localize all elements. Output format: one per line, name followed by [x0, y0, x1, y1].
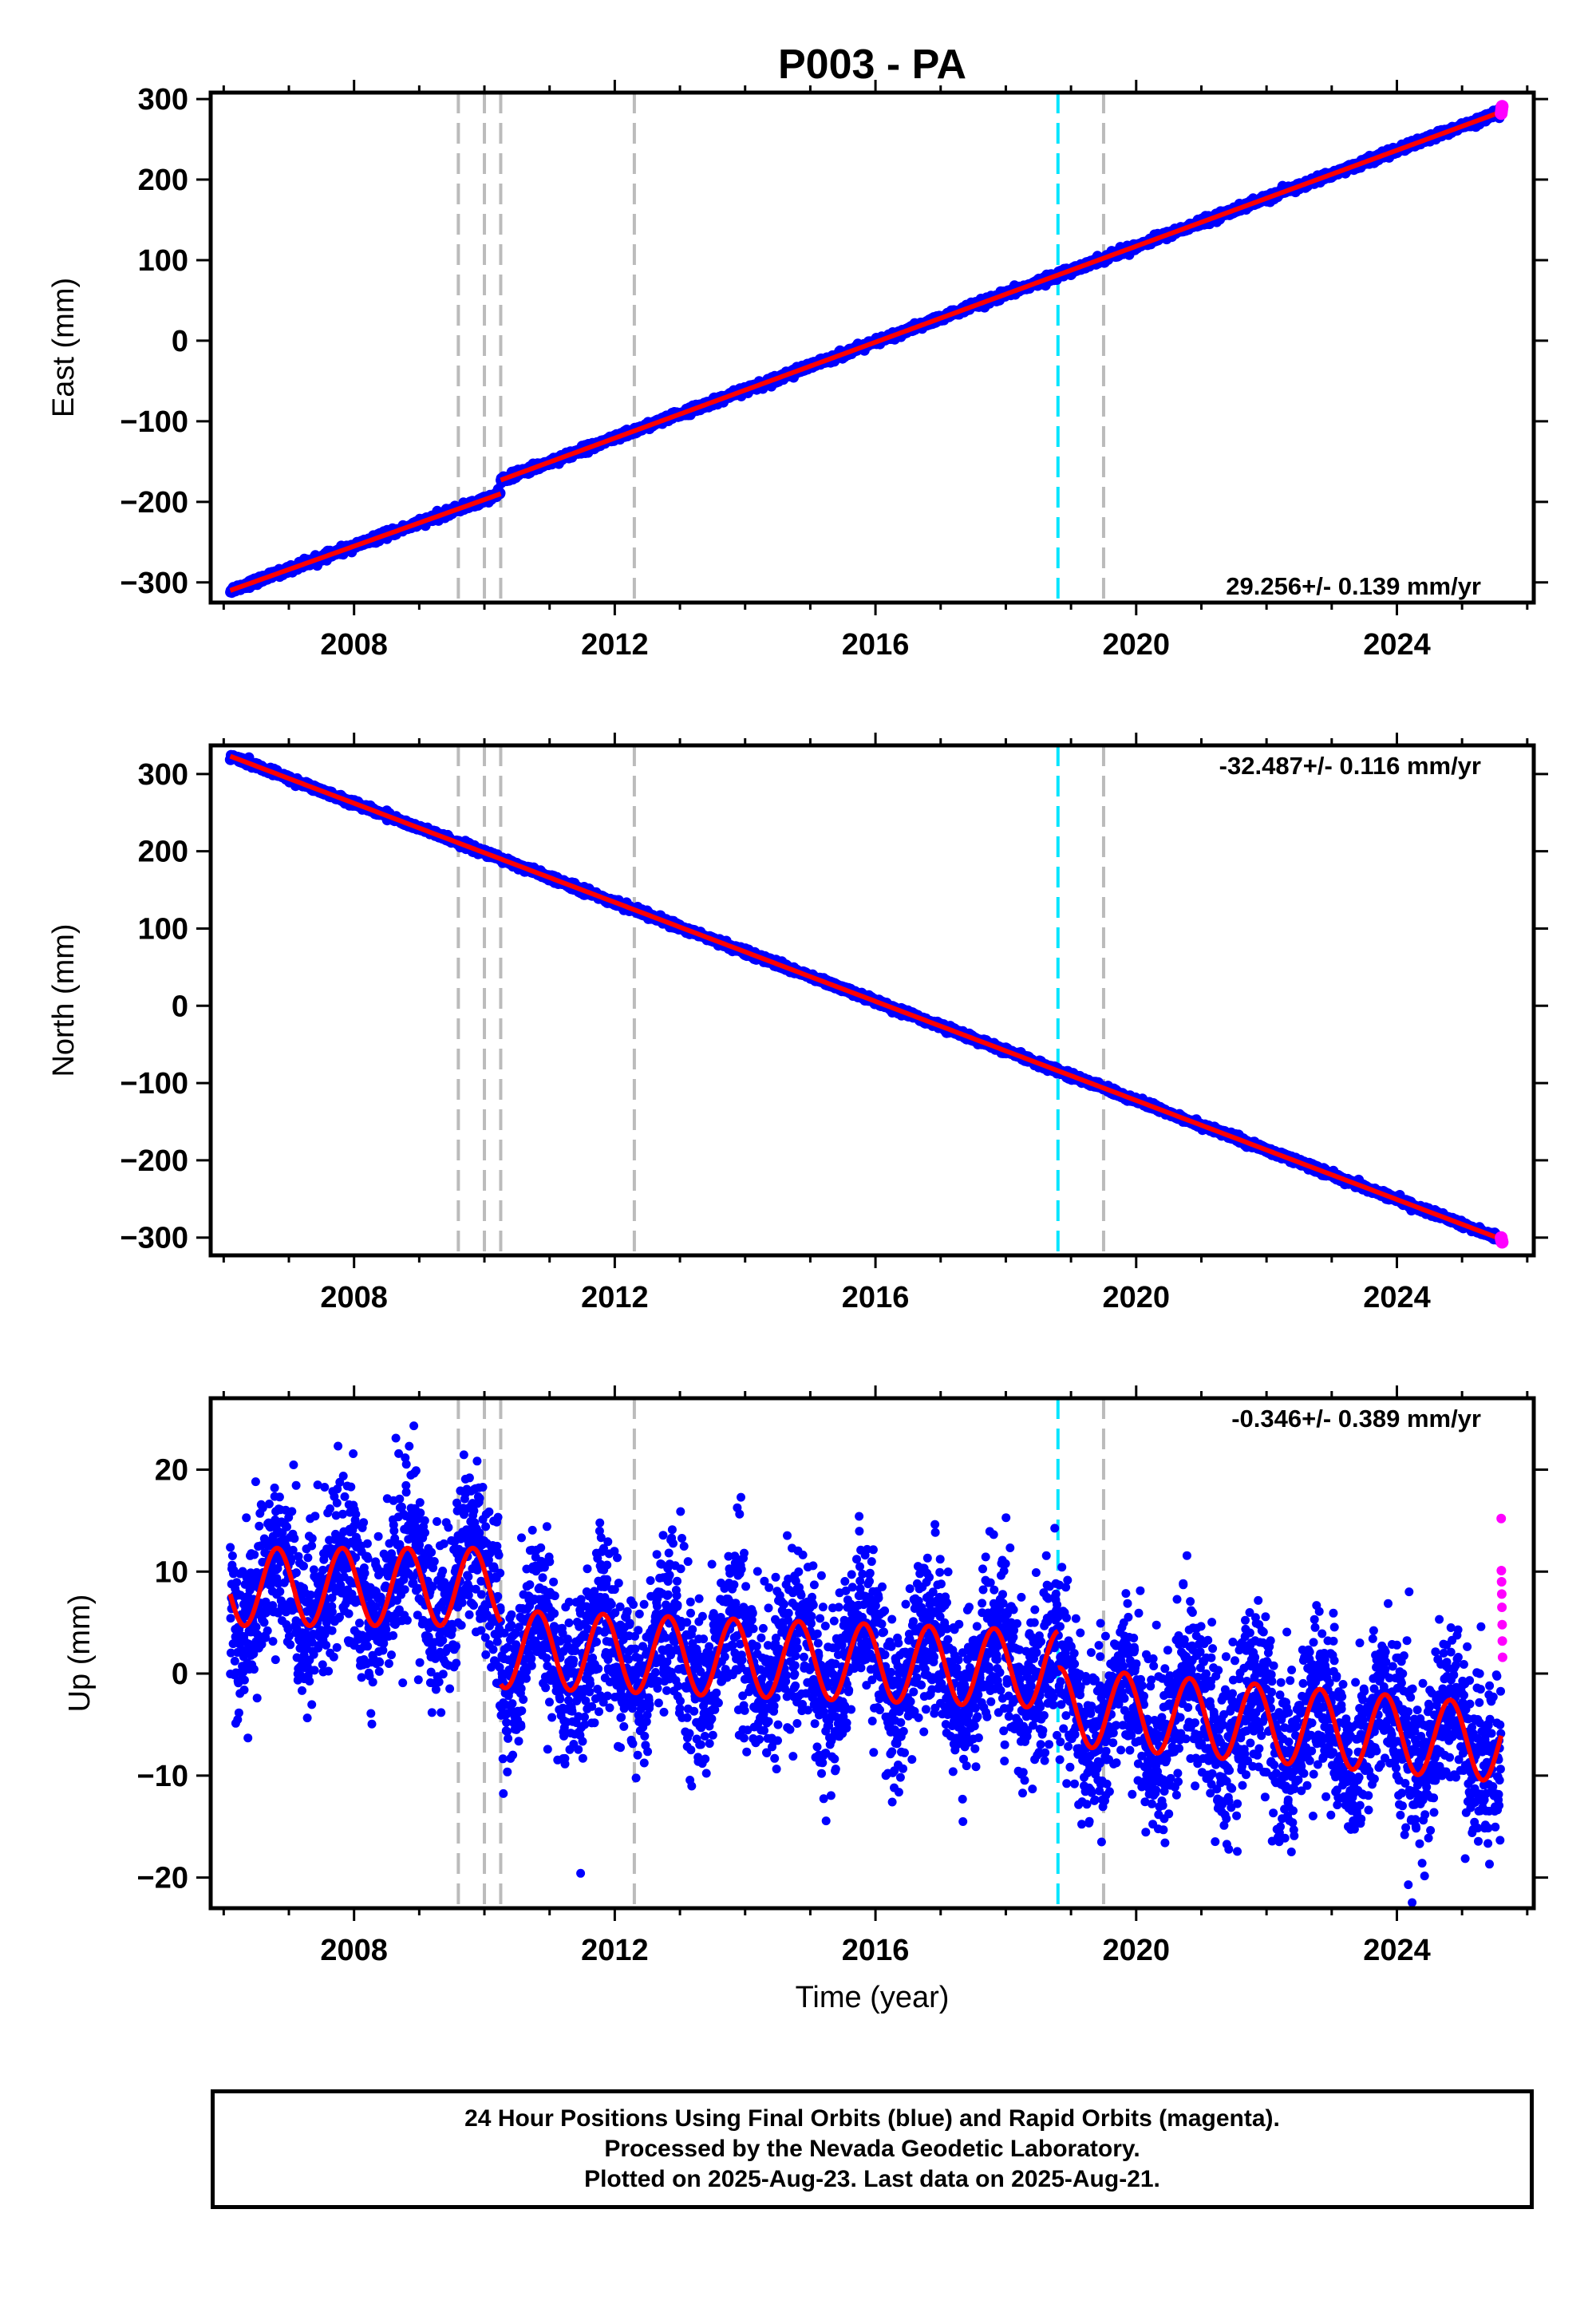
figure-title: P003 - PA [778, 41, 966, 88]
y-axis-label: East (mm) [47, 278, 81, 417]
rapid-data-point [1495, 100, 1509, 113]
x-tick-label: 2008 [320, 628, 388, 662]
panel-east: 2008 2012 2016 2020 2024 −300 −200 −100 0 100 200 3… [47, 80, 1548, 662]
y-tick-label: 0 [172, 325, 188, 358]
model-fit-line [229, 109, 1503, 593]
rate-label: 29.256+/- 0.139 mm/yr [1226, 572, 1481, 600]
x-tick-label: 2012 [581, 628, 649, 662]
x-tick-label: 2020 [1103, 628, 1171, 662]
model-fit-segment [229, 491, 502, 593]
y-tick-label: −100 [120, 405, 188, 439]
x-tick-label: 2024 [1363, 628, 1431, 662]
y-tick-label: 200 [138, 164, 188, 197]
y-tick-label: 300 [138, 83, 188, 117]
model-fit-segment [500, 109, 1503, 483]
y-tick-label: 100 [138, 244, 188, 278]
y-tick-label: −300 [120, 567, 188, 600]
panel-north: 2008 2012 2016 2020 2024−300−200−10001002003… [47, 733, 1548, 1314]
rapid-orbit-points [1495, 100, 1509, 121]
plot-frame [208, 90, 1536, 605]
x-tick-label: 2016 [842, 628, 910, 662]
y-tick-label: −200 [120, 486, 188, 520]
